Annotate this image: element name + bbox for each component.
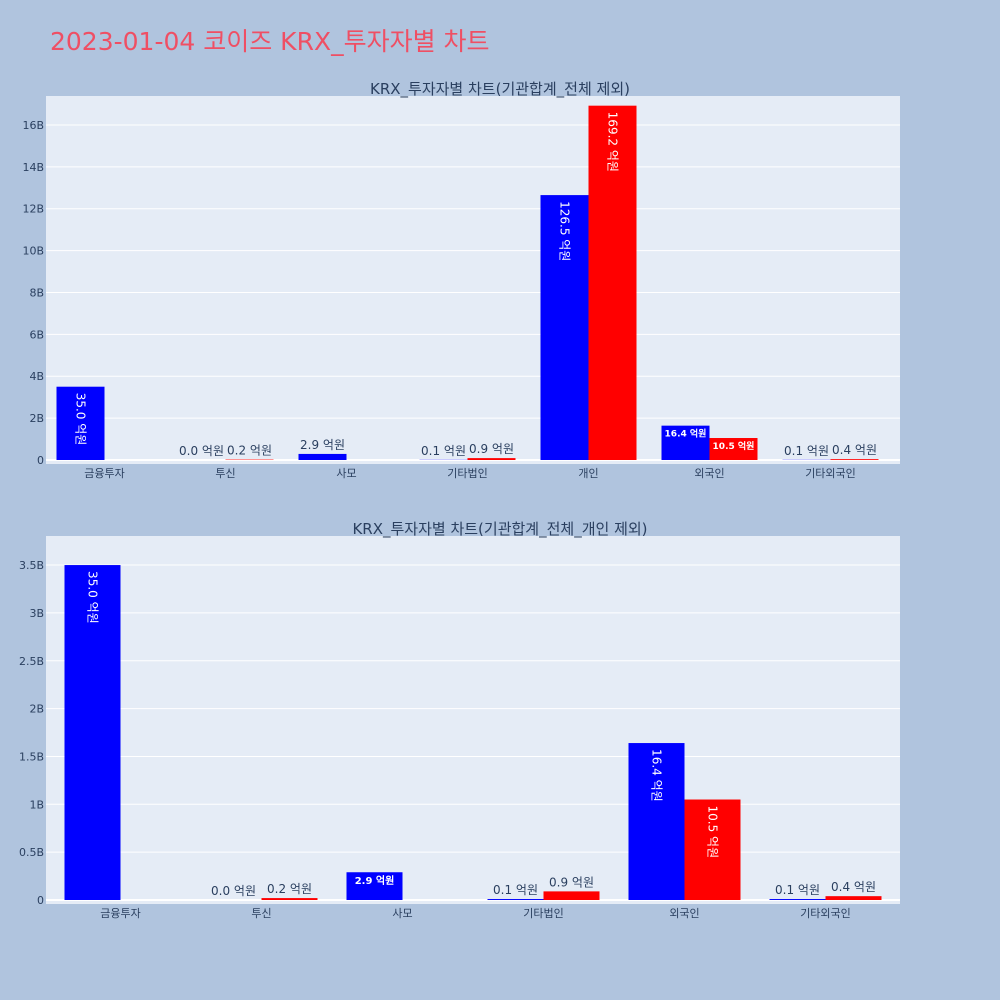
chart2-x-tick-label: 투신	[251, 907, 271, 920]
chart1-bar-data-label: 0.9 억원	[469, 442, 514, 456]
chart2-sell-bar	[261, 898, 318, 900]
chart1-x-tick-label: 외국인	[694, 467, 724, 480]
chart1-y-tick-label: 2B	[29, 412, 44, 425]
chart2-bar-data-label: 0.1 억원	[493, 883, 538, 897]
chart1-bar-data-label: 0.2 억원	[227, 444, 272, 458]
chart2-buy-bar	[628, 743, 685, 900]
chart2-sell-bar	[543, 891, 600, 900]
chart2-y-tick-label: 2.5B	[19, 655, 44, 668]
chart1-x-tick-label: 개인	[578, 467, 598, 480]
chart1-plot-area	[46, 96, 900, 464]
chart1-bar-data-label: 169.2 억원	[606, 112, 620, 172]
chart1-y-tick-label: 14B	[22, 161, 44, 174]
chart1-y-tick-label: 6B	[29, 328, 44, 341]
chart1-y-tick-label: 4B	[29, 370, 44, 383]
chart1-bar-data-label: 0.4 억원	[832, 443, 877, 457]
chart2-bar-data-label: 10.5 억원	[706, 806, 720, 859]
chart2-bar-data-label: 0.0 억원	[211, 884, 256, 898]
chart2-x-tick-label: 사모	[392, 907, 412, 920]
page-title: 2023-01-04 코이즈 KRX_투자자별 차트	[50, 27, 490, 56]
chart2-x-tick-label: 기타법인	[523, 907, 563, 920]
chart2-plot-area	[46, 536, 900, 904]
chart2-y-tick-label: 0	[37, 894, 44, 907]
chart1-bar-data-label: 10.5 억원	[713, 440, 755, 452]
chart2-x-tick-label: 금융투자	[100, 907, 140, 920]
chart2-y-tick-label: 0.5B	[19, 846, 44, 859]
chart1-x-tick-label: 기타외국인	[805, 467, 856, 480]
chart2-buy-bar	[769, 899, 826, 900]
chart1-buy-bar	[540, 195, 589, 460]
chart1-sell-bar	[588, 105, 637, 460]
chart2-y-tick-label: 1.5B	[19, 750, 44, 763]
chart1-bar-data-label: 35.0 억원	[74, 393, 88, 446]
chart2-bar-data-label: 0.4 억원	[831, 880, 876, 894]
chart1-y-tick-label: 12B	[22, 203, 44, 216]
chart1-bar-data-label: 126.5 억원	[558, 201, 572, 261]
chart2-bar-data-label: 0.1 억원	[775, 883, 820, 897]
chart2-bar-data-label: 35.0 억원	[86, 571, 100, 624]
chart1-y-tick-label: 16B	[22, 119, 44, 132]
chart2-buy-bar	[487, 899, 544, 900]
chart2-bar-data-label: 0.2 억원	[267, 882, 312, 896]
chart1-sell-bar	[830, 459, 879, 460]
chart2-bar-data-label: 0.9 억원	[549, 875, 594, 889]
chart2-buy-bar	[64, 565, 121, 900]
chart1-x-tick-label: 투신	[215, 467, 235, 480]
chart2-y-tick-label: 2B	[29, 703, 44, 716]
chart1-x-tick-label: 사모	[336, 467, 356, 480]
chart1-x-tick-label: 기타법인	[447, 467, 487, 480]
chart2-bar-data-label: 2.9 억원	[355, 874, 395, 887]
chart1-buy-bar	[661, 425, 710, 460]
chart1-title: KRX_투자자별 차트(기관합계_전체 제외)	[370, 80, 630, 99]
chart2-sell-bar	[825, 896, 882, 900]
chart1-buy-bar	[298, 453, 347, 460]
chart1-sell-bar	[709, 438, 758, 460]
chart1-x-tick-label: 금융투자	[84, 467, 124, 480]
chart1-bar-data-label: 0.1 억원	[784, 444, 829, 458]
chart2-bar-data-label: 16.4 억원	[650, 749, 664, 802]
chart2-y-tick-label: 1B	[29, 798, 44, 811]
chart1-y-tick-label: 10B	[22, 245, 44, 258]
chart1-bar-data-label: 0.0 억원	[179, 444, 224, 458]
chart1-sell-bar	[467, 458, 516, 460]
chart2-y-tick-label: 3B	[29, 607, 44, 620]
chart2-sell-bar	[684, 799, 741, 900]
chart2-x-tick-label: 기타외국인	[800, 907, 851, 920]
chart2-x-tick-label: 외국인	[669, 907, 699, 920]
chart1-bar-data-label: 0.1 억원	[421, 444, 466, 458]
chart2-title: KRX_투자자별 차트(기관합계_전체_개인 제외)	[352, 520, 647, 539]
chart2-buy-bar	[346, 872, 403, 900]
chart1-bar-data-label: 16.4 억원	[665, 428, 707, 440]
chart1-y-tick-label: 8B	[29, 286, 44, 299]
chart2-y-tick-label: 3.5B	[19, 559, 44, 572]
chart1-bar-data-label: 2.9 억원	[300, 438, 345, 452]
chart1-buy-bar	[56, 386, 105, 460]
chart1-y-tick-label: 0	[37, 454, 44, 467]
